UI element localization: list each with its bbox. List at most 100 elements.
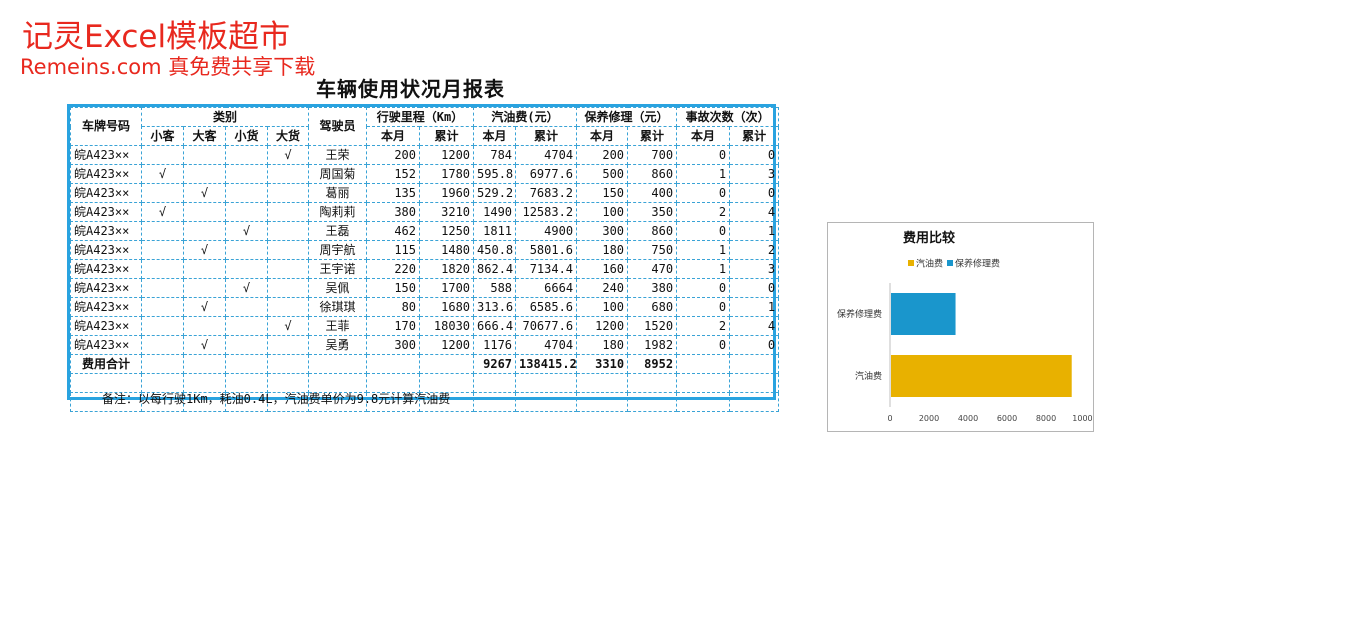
x-tick-label: 0 [887,414,892,423]
plate-cell: 皖A423×× [70,145,142,165]
small-truck-cell [225,335,268,355]
driver-cell: 陶莉莉 [308,202,368,222]
header-mileage: 行驶里程（Km） [366,107,475,127]
mileage-month-cell: 150 [366,278,421,298]
empty-cell [515,392,578,412]
large-bus-cell: √ [183,297,226,317]
header-mileage-cumulative: 累计 [419,126,475,146]
table-row: 皖A423×× √ 徐琪琪 80 1680 313.6 6585.6 100 680 0 1 [70,297,780,317]
plate-cell: 皖A423×× [70,240,142,260]
empty-row [70,392,780,412]
mileage-month-cell: 220 [366,259,421,279]
header-accidents: 事故次数（次） [676,107,780,127]
small-truck-cell [225,164,268,184]
accidents-cumulative-cell: 0 [729,278,780,298]
table-row: 皖A423×× √ 周国菊 152 1780 595.8 6977.6 500 860 1 3 [70,164,780,184]
total-maintenance-month: 3310 [576,354,629,374]
empty-cell [266,392,310,412]
empty-cell [473,373,517,393]
accidents-month-cell: 2 [676,202,731,222]
plate-cell: 皖A423×× [70,183,142,203]
total-maintenance-cumulative: 8952 [627,354,678,374]
fuel-month-cell: 313.6 [473,297,517,317]
small-truck-cell [225,202,268,222]
mileage-month-cell: 200 [366,145,421,165]
driver-cell: 王菲 [308,316,368,336]
fuel-month-cell: 784 [473,145,517,165]
mileage-cumulative-cell: 1700 [419,278,475,298]
table-row: 皖A423×× 王宇诺 220 1820 862.4 7134.4 160 470 1 3 [70,259,780,279]
large-truck-cell [266,259,310,279]
maintenance-cumulative-cell: 860 [627,221,678,241]
fuel-month-cell: 595.8 [473,164,517,184]
accidents-cumulative-cell: 0 [729,183,780,203]
driver-cell: 王宇诺 [308,259,368,279]
large-bus-cell: √ [183,183,226,203]
driver-cell: 周宇航 [308,240,368,260]
large-truck-cell [266,297,310,317]
large-bus-cell [183,202,226,222]
small-bus-cell [141,297,184,317]
maintenance-month-cell: 100 [576,297,629,317]
maintenance-cumulative-cell: 700 [627,145,678,165]
mileage-month-cell: 462 [366,221,421,241]
large-truck-cell [266,240,310,260]
category-label: 汽油费 [855,370,882,382]
driver-cell: 徐琪琪 [308,297,368,317]
empty-cell [729,373,780,393]
mileage-cumulative-cell: 1960 [419,183,475,203]
header-large-bus: 大客 [183,126,226,146]
accidents-month-cell: 0 [676,183,731,203]
accidents-cumulative-cell: 1 [729,297,780,317]
mileage-month-cell: 152 [366,164,421,184]
empty-cell [576,392,629,412]
accidents-cumulative-cell: 0 [729,335,780,355]
small-bus-cell [141,221,184,241]
accidents-cumulative-cell: 4 [729,316,780,336]
expense-comparison-chart: 费用比较 汽油费 保养修理费 汽油费 保养修理费 0 2000 4000 6000 8000 100… [827,222,1098,432]
fuel-cumulative-cell: 4704 [515,145,578,165]
large-truck-cell: √ [266,145,310,165]
plate-cell: 皖A423×× [70,164,142,184]
header-fuel: 汽油费(元） [473,107,578,127]
accidents-month-cell: 0 [676,335,731,355]
total-row: 费用合计 9267 138415.2 3310 8952 [70,354,780,374]
fuel-month-cell: 862.4 [473,259,517,279]
maintenance-month-cell: 160 [576,259,629,279]
empty-cell [366,354,421,374]
mileage-cumulative-cell: 1200 [419,335,475,355]
small-bus-cell [141,240,184,260]
small-bus-cell: √ [141,164,184,184]
maintenance-cumulative-cell: 400 [627,183,678,203]
large-truck-cell [266,202,310,222]
fuel-cumulative-cell: 7683.2 [515,183,578,203]
fuel-cumulative-cell: 4900 [515,221,578,241]
driver-cell: 王磊 [308,221,368,241]
fuel-month-cell: 1490 [473,202,517,222]
legend-label: 汽油费 [916,258,943,270]
empty-cell [141,354,184,374]
maintenance-cumulative-cell: 1982 [627,335,678,355]
header-fuel-month: 本月 [473,126,517,146]
empty-cell [419,392,475,412]
mileage-cumulative-cell: 1200 [419,145,475,165]
plate-cell: 皖A423×× [70,259,142,279]
table-row: 皖A423×× √ 吴勇 300 1200 1176 4704 180 1982 0 0 [70,335,780,355]
empty-cell [729,354,780,374]
small-bus-cell: √ [141,202,184,222]
header-mileage-month: 本月 [366,126,421,146]
header-driver: 驾驶员 [308,107,368,146]
fuel-cumulative-cell: 70677.6 [515,316,578,336]
fuel-month-cell: 588 [473,278,517,298]
maintenance-month-cell: 240 [576,278,629,298]
mileage-cumulative-cell: 1480 [419,240,475,260]
plate-cell: 皖A423×× [70,297,142,317]
mileage-month-cell: 300 [366,335,421,355]
mileage-month-cell: 80 [366,297,421,317]
maintenance-month-cell: 180 [576,335,629,355]
maintenance-cumulative-cell: 860 [627,164,678,184]
header-plate: 车牌号码 [70,107,142,146]
small-truck-cell [225,297,268,317]
plate-cell: 皖A423×× [70,335,142,355]
